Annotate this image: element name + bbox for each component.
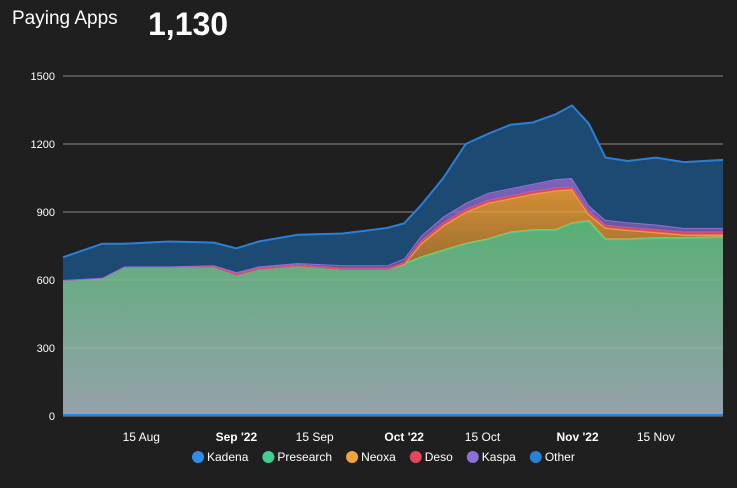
x-tick-label: 15 Aug (123, 430, 160, 444)
y-tick-label: 600 (37, 275, 55, 287)
x-tick-label: 15 Oct (465, 430, 501, 444)
legend-item-deso[interactable]: Deso (409, 450, 453, 464)
x-tick-label: Oct '22 (384, 430, 424, 444)
y-tick-label: 900 (37, 207, 55, 219)
x-axis: 15 Aug Sep '22 15 Sep Oct '22 15 Oct Nov '22 1… (123, 430, 675, 444)
chart-title: Paying Apps (12, 8, 118, 29)
area-neoxa (63, 189, 723, 280)
y-tick-label: 300 (37, 343, 55, 355)
legend-swatch (346, 451, 359, 463)
x-tick-label: 15 Sep (296, 430, 334, 444)
legend-label: Presearch (277, 450, 332, 464)
legend-swatch (529, 451, 542, 463)
area-presearch (63, 221, 723, 414)
y-tick-label: 1200 (31, 139, 55, 151)
area-layer (62, 104, 724, 416)
legend-label: Neoxa (361, 450, 396, 464)
legend-label: Kaspa (482, 450, 516, 464)
legend-item-other[interactable]: Other (529, 450, 575, 464)
legend-label: Deso (425, 450, 453, 464)
legend[interactable]: Kadena Presearch Neoxa Deso Kaspa Other (192, 450, 575, 464)
legend-item-kadena[interactable]: Kadena (192, 450, 249, 464)
x-tick-label: 15 Nov (637, 430, 675, 444)
total-value: 1,130 (148, 6, 229, 42)
legend-swatch (466, 451, 479, 463)
legend-swatch (262, 451, 275, 463)
legend-swatch (409, 451, 422, 463)
legend-label: Other (545, 450, 575, 464)
legend-swatch (192, 451, 204, 463)
y-axis: 0 300 600 900 1200 1500 (31, 71, 55, 423)
area-other (63, 105, 723, 280)
legend-label: Kadena (207, 450, 249, 464)
y-tick-label: 0 (49, 411, 55, 423)
legend-item-kaspa[interactable]: Kaspa (466, 450, 516, 464)
legend-item-presearch[interactable]: Presearch (262, 450, 332, 464)
x-tick-label: Nov '22 (556, 430, 599, 444)
x-tick-label: Sep '22 (216, 430, 258, 444)
line-other (62, 104, 724, 259)
y-tick-label: 1500 (31, 71, 55, 83)
legend-item-neoxa[interactable]: Neoxa (346, 450, 396, 464)
